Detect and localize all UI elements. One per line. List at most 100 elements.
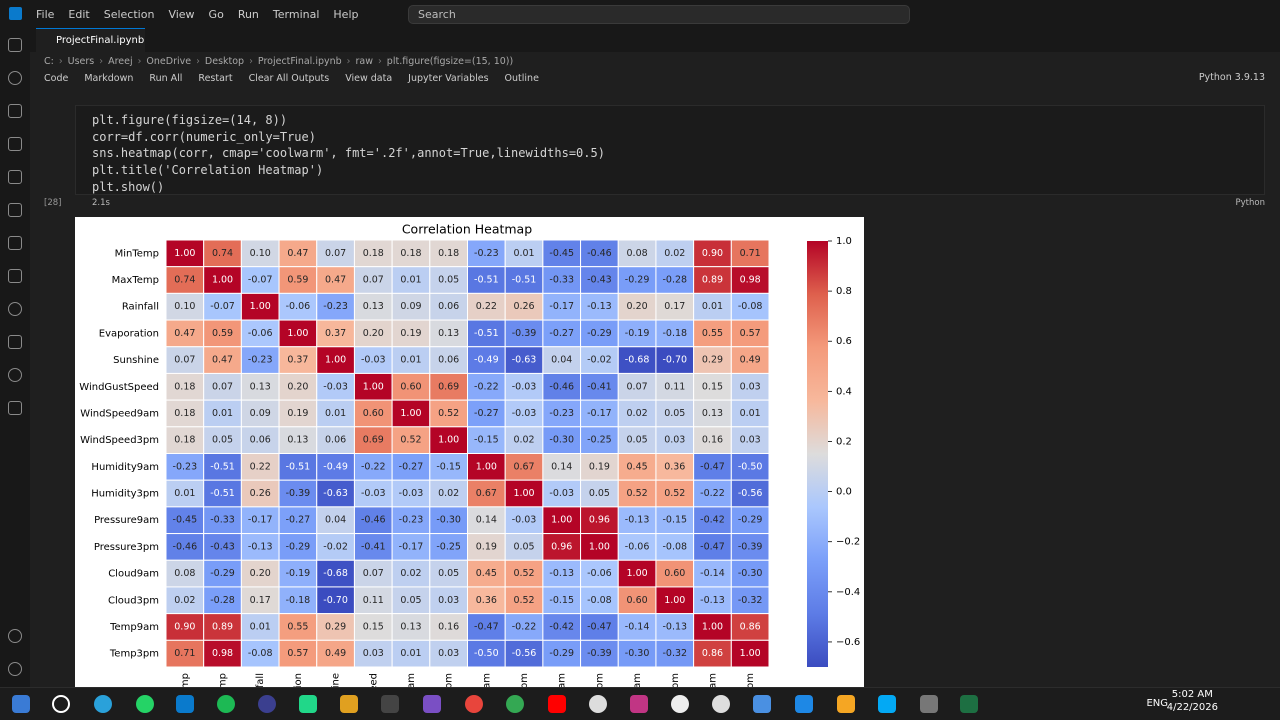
heatmap-cell (391, 372, 431, 401)
edge-icon[interactable] (8, 368, 22, 382)
cell-label: 0.16 (702, 435, 723, 446)
youtube-icon[interactable] (548, 695, 566, 713)
toolbar-button[interactable]: Jupyter Variables (408, 72, 489, 84)
toolbar-button[interactable]: View data (345, 72, 393, 84)
chrome-icon[interactable] (465, 695, 483, 713)
menu-item[interactable]: Run (237, 7, 259, 21)
source-control-icon[interactable] (8, 104, 22, 118)
x-tick-label: Humidity3pm (519, 673, 530, 687)
heatmap-cell (467, 479, 506, 508)
cell-label: -0.51 (210, 488, 235, 499)
heatmap-cell (429, 639, 468, 668)
clock[interactable]: 5:02 AM 4/22/2026 (1167, 688, 1218, 714)
run-icon[interactable] (8, 137, 22, 151)
cell-label: 0.52 (664, 488, 685, 499)
packages-icon[interactable] (8, 269, 22, 283)
explorer-icon[interactable] (8, 38, 22, 52)
threads-icon[interactable] (712, 695, 730, 713)
cell-label: -0.07 (210, 301, 235, 312)
app-icon[interactable] (340, 695, 358, 713)
app-icon[interactable] (920, 695, 938, 713)
heatmap-cell (203, 613, 242, 641)
cell-output: Correlation Heatmap MinTemp MinTemp 1.00 0.… (75, 217, 864, 687)
visual-studio-icon[interactable] (423, 695, 441, 713)
heatmap-cell (655, 239, 695, 268)
spotify-icon[interactable] (217, 695, 235, 713)
testing-icon[interactable] (8, 236, 22, 250)
vscode-icon[interactable] (176, 695, 194, 713)
breadcrumb-item[interactable]: OneDrive (146, 55, 192, 67)
settings-icon[interactable] (8, 662, 22, 676)
menu-item[interactable]: Edit (68, 7, 90, 21)
toolbar-button[interactable]: Run All (149, 72, 183, 84)
toolbar-button[interactable]: Code (44, 72, 69, 84)
chrome-icon[interactable] (506, 695, 524, 713)
app-icon[interactable] (381, 695, 399, 713)
toolbar-button[interactable]: Clear All Outputs (248, 72, 330, 84)
heatmap-cell (391, 399, 431, 428)
app-icon[interactable] (753, 695, 771, 713)
cell-label: -0.27 (399, 461, 424, 472)
menu-item[interactable]: Help (333, 7, 359, 21)
python-icon[interactable] (8, 335, 22, 349)
whatsapp-icon[interactable] (136, 695, 154, 713)
menu-item[interactable]: View (168, 7, 195, 21)
input-language[interactable]: ENG (1146, 698, 1168, 709)
breadcrumb-item[interactable]: Desktop (204, 55, 245, 67)
app-icon[interactable] (258, 695, 276, 713)
account-icon[interactable] (8, 629, 22, 643)
cell-label: -0.33 (549, 275, 574, 286)
toolbar-button[interactable]: Restart (198, 72, 233, 84)
app-icon[interactable] (878, 695, 896, 713)
cell-label: -0.51 (210, 461, 235, 472)
start-button[interactable] (12, 695, 30, 713)
menu-item[interactable]: Selection (103, 7, 155, 21)
editor-tab[interactable]: ProjectFinal.ipynb (36, 28, 145, 52)
app-icon[interactable] (795, 695, 813, 713)
heatmap-cell (730, 479, 770, 508)
cell-label: 0.04 (551, 355, 572, 366)
search-button[interactable] (52, 695, 70, 713)
telegram-icon[interactable] (94, 695, 112, 713)
cell-label: -0.42 (549, 621, 574, 632)
menu-item[interactable]: Go (208, 7, 224, 21)
breadcrumb-item[interactable]: plt.figure(figsize=(15, 10)) (386, 55, 514, 67)
github-icon[interactable] (8, 302, 22, 316)
cell-label: 1.00 (325, 355, 346, 366)
y-tick-label: Temp9am (109, 622, 159, 633)
kernel-picker[interactable]: Python 3.9.13 (1198, 72, 1265, 83)
colorbar-tick-label: 0.2 (836, 436, 852, 447)
breadcrumb-item[interactable]: C: (44, 55, 54, 67)
breadcrumb-item[interactable]: Users (67, 55, 95, 67)
toolbar-button[interactable]: Outline (504, 72, 539, 84)
menu-item[interactable]: Terminal (272, 7, 320, 21)
breadcrumb-item[interactable]: Areej (108, 55, 133, 67)
heatmap-cell (655, 586, 695, 615)
pycharm-icon[interactable] (299, 695, 317, 713)
cell-label: 0.19 (400, 328, 421, 339)
remote-icon[interactable] (8, 170, 22, 184)
azure-icon[interactable] (8, 401, 22, 415)
menu-item[interactable]: File (36, 7, 55, 21)
search-box[interactable]: Search (408, 5, 910, 24)
cell-label: 0.03 (363, 648, 384, 659)
tiktok-icon[interactable] (671, 695, 689, 713)
cell-label: 0.02 (513, 435, 534, 446)
cell-label: 0.86 (702, 648, 723, 659)
excel-icon[interactable] (960, 695, 978, 713)
heatmap-cell (316, 639, 355, 668)
breadcrumb-item[interactable]: ProjectFinal.ipynb (257, 55, 342, 67)
search-icon[interactable] (8, 71, 22, 85)
app-icon[interactable] (837, 695, 855, 713)
instagram-icon[interactable] (630, 695, 648, 713)
app-icon[interactable] (589, 695, 607, 713)
cell-label: -0.42 (700, 515, 725, 526)
toolbar-button[interactable]: Markdown (84, 72, 134, 84)
heatmap-cell (655, 453, 695, 481)
extensions-icon[interactable] (8, 203, 22, 217)
cell-label: -0.23 (173, 461, 198, 472)
heatmap-cell (165, 586, 205, 615)
breadcrumb-item[interactable]: raw (355, 55, 373, 67)
cell-language[interactable]: Python (1235, 198, 1265, 208)
code-cell[interactable]: plt.figure(figsize=(14, 8)) corr=df.corr(… (75, 105, 1265, 195)
